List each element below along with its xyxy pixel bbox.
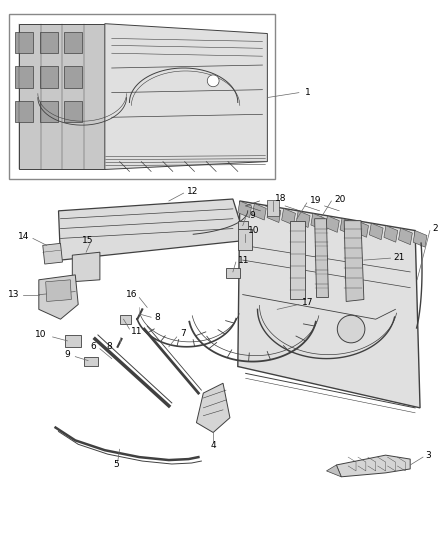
Polygon shape xyxy=(46,280,71,302)
Text: 11: 11 xyxy=(238,256,249,264)
Bar xyxy=(238,221,247,229)
Bar xyxy=(15,66,33,88)
Bar xyxy=(9,14,275,179)
Polygon shape xyxy=(290,221,305,300)
Text: 20: 20 xyxy=(334,195,346,204)
Polygon shape xyxy=(105,23,267,169)
Text: 17: 17 xyxy=(302,298,313,307)
Text: 15: 15 xyxy=(82,236,94,245)
Polygon shape xyxy=(325,216,339,232)
Polygon shape xyxy=(252,204,266,220)
Text: 10: 10 xyxy=(35,330,47,340)
Polygon shape xyxy=(384,225,398,242)
Bar xyxy=(84,357,98,367)
Polygon shape xyxy=(282,208,296,225)
Bar xyxy=(40,66,57,88)
Polygon shape xyxy=(369,223,383,240)
Polygon shape xyxy=(336,455,410,477)
Polygon shape xyxy=(326,465,341,477)
Text: 8: 8 xyxy=(154,313,160,322)
Polygon shape xyxy=(311,213,325,230)
Polygon shape xyxy=(399,228,412,245)
Bar xyxy=(40,31,57,53)
Bar xyxy=(64,66,82,88)
Bar xyxy=(64,31,82,53)
Bar xyxy=(120,315,131,324)
Text: 8: 8 xyxy=(106,342,112,351)
Text: 9: 9 xyxy=(64,350,71,359)
Text: 2: 2 xyxy=(432,224,438,233)
Text: 14: 14 xyxy=(18,232,29,241)
Polygon shape xyxy=(238,201,420,408)
Circle shape xyxy=(207,75,219,87)
Circle shape xyxy=(337,315,365,343)
Text: 4: 4 xyxy=(210,441,216,450)
Bar xyxy=(267,200,279,216)
Polygon shape xyxy=(43,244,63,264)
Polygon shape xyxy=(340,218,354,235)
Polygon shape xyxy=(19,23,105,169)
Text: 12: 12 xyxy=(187,187,198,196)
Bar xyxy=(226,268,240,278)
Text: 3: 3 xyxy=(425,450,431,459)
Polygon shape xyxy=(344,221,364,302)
Polygon shape xyxy=(413,231,427,247)
Text: 13: 13 xyxy=(7,290,19,299)
Polygon shape xyxy=(314,219,328,297)
Polygon shape xyxy=(355,221,368,237)
Text: 18: 18 xyxy=(275,193,287,203)
Text: 10: 10 xyxy=(247,226,259,235)
Text: 9: 9 xyxy=(250,211,255,220)
Polygon shape xyxy=(238,201,251,217)
Polygon shape xyxy=(59,199,246,260)
Bar xyxy=(40,101,57,122)
Bar xyxy=(64,101,82,122)
Polygon shape xyxy=(196,383,230,432)
Text: 19: 19 xyxy=(310,197,321,206)
Text: 16: 16 xyxy=(126,290,138,299)
Text: 11: 11 xyxy=(131,327,143,335)
Bar xyxy=(15,31,33,53)
Bar xyxy=(15,101,33,122)
Polygon shape xyxy=(39,275,78,319)
Text: 6: 6 xyxy=(90,342,96,351)
Text: 7: 7 xyxy=(180,329,187,338)
Text: 1: 1 xyxy=(305,88,311,97)
Polygon shape xyxy=(296,211,310,228)
Text: 5: 5 xyxy=(113,461,119,470)
Bar xyxy=(65,335,81,347)
Text: 21: 21 xyxy=(393,253,405,262)
Polygon shape xyxy=(267,206,281,222)
Polygon shape xyxy=(72,252,100,282)
Bar xyxy=(238,229,251,251)
